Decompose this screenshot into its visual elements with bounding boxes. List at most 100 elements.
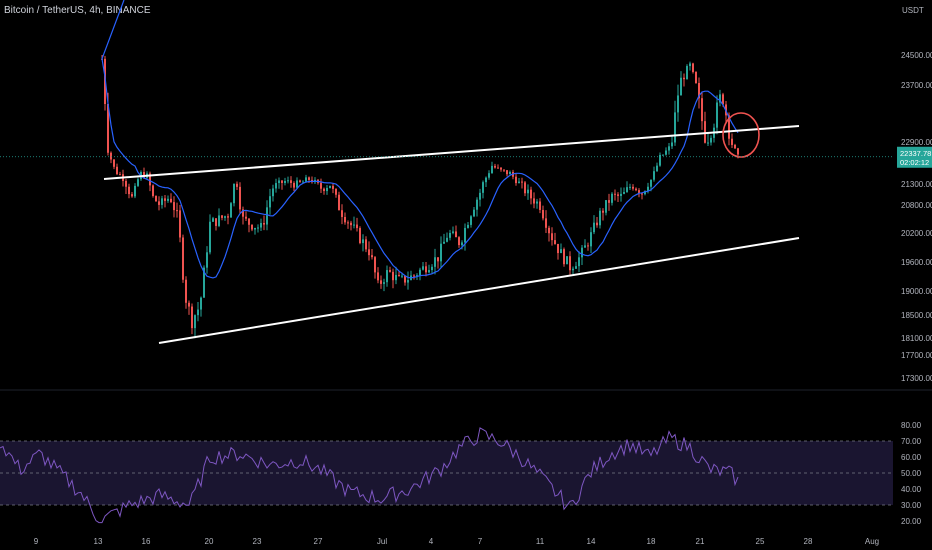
candle-body bbox=[563, 249, 565, 265]
price-label-value: 22337.78 bbox=[900, 149, 931, 158]
candle-body bbox=[647, 186, 649, 191]
candle-body bbox=[530, 189, 532, 199]
candle-body bbox=[359, 228, 361, 244]
candle-body bbox=[722, 94, 724, 105]
candle-body bbox=[227, 216, 229, 218]
candle-body bbox=[464, 227, 466, 243]
candle-body bbox=[224, 216, 226, 218]
candle-body bbox=[182, 237, 184, 280]
price-tick-label: 19000.00 bbox=[901, 287, 932, 296]
candle-body bbox=[167, 198, 169, 201]
candle-body bbox=[692, 63, 694, 73]
candle-body bbox=[233, 183, 235, 204]
x-tick-label: 28 bbox=[804, 537, 813, 546]
candle-body bbox=[596, 222, 598, 226]
candle-body bbox=[569, 256, 571, 271]
candle-body bbox=[362, 239, 364, 244]
candle-body bbox=[200, 297, 202, 310]
candle-body bbox=[173, 202, 175, 211]
candle-body bbox=[527, 189, 529, 194]
candle-body bbox=[698, 83, 700, 99]
candle-body bbox=[452, 231, 454, 233]
candle-body bbox=[347, 222, 349, 224]
candle-body bbox=[350, 222, 352, 226]
rsi-tick-label: 40.00 bbox=[901, 485, 922, 494]
candle-body bbox=[551, 233, 553, 241]
x-tick-label: 7 bbox=[478, 537, 483, 546]
candle-body bbox=[419, 269, 421, 276]
candle-body bbox=[644, 190, 646, 195]
candle-body bbox=[380, 280, 382, 284]
candle-body bbox=[701, 98, 703, 122]
candle-body bbox=[107, 103, 109, 153]
candle-body bbox=[179, 210, 181, 238]
candle-body bbox=[260, 223, 262, 228]
candle-body bbox=[404, 275, 406, 283]
upper-trendline bbox=[103, 125, 800, 180]
candle-body bbox=[626, 187, 628, 193]
candle-body bbox=[203, 267, 205, 298]
candle-body bbox=[506, 170, 508, 175]
candle-body bbox=[578, 257, 580, 267]
candle-body bbox=[230, 203, 232, 218]
candle-body bbox=[473, 209, 475, 217]
candle-body bbox=[407, 280, 409, 283]
candle-body bbox=[212, 218, 214, 222]
candle-body bbox=[221, 215, 223, 218]
candle-body bbox=[710, 137, 712, 143]
candle-body bbox=[329, 185, 331, 188]
x-tick-label: 11 bbox=[536, 537, 545, 546]
candle-body bbox=[278, 180, 280, 184]
candle-body bbox=[446, 237, 448, 242]
candle-body bbox=[299, 180, 301, 182]
candle-body bbox=[536, 201, 538, 204]
candle-body bbox=[437, 257, 439, 262]
candle-body bbox=[440, 243, 442, 262]
candle-body bbox=[497, 167, 499, 169]
candle-body bbox=[254, 227, 256, 230]
candle-body bbox=[629, 186, 631, 188]
candle-body bbox=[272, 188, 274, 197]
candle-body bbox=[455, 231, 457, 238]
rsi-line bbox=[0, 427, 739, 524]
candle-body bbox=[116, 166, 118, 175]
x-tick-label: Aug bbox=[865, 537, 879, 546]
candle-body bbox=[434, 257, 436, 267]
candle-body bbox=[131, 194, 133, 197]
candle-body bbox=[509, 171, 511, 175]
candle-body bbox=[695, 72, 697, 84]
rsi-tick-label: 20.00 bbox=[901, 517, 922, 526]
candle-body bbox=[281, 180, 283, 183]
candle-body bbox=[176, 210, 178, 212]
candle-body bbox=[449, 232, 451, 238]
candle-body bbox=[467, 224, 469, 228]
candle-body bbox=[737, 148, 739, 155]
candle-body bbox=[659, 154, 661, 166]
candle-body bbox=[620, 193, 622, 196]
candle-body bbox=[113, 159, 115, 167]
candle-body bbox=[590, 232, 592, 247]
candle-body bbox=[518, 181, 520, 184]
rsi-tick-label: 60.00 bbox=[901, 453, 922, 462]
candle-body bbox=[287, 180, 289, 182]
candle-body bbox=[572, 268, 574, 271]
candle-body bbox=[152, 185, 154, 196]
candle-body bbox=[383, 282, 385, 284]
x-tick-label: 27 bbox=[314, 537, 323, 546]
candle-body bbox=[521, 181, 523, 183]
candle-body bbox=[326, 187, 328, 192]
candle-body bbox=[533, 198, 535, 204]
candle-body bbox=[143, 172, 145, 178]
candle-body bbox=[425, 266, 427, 273]
x-tick-label: 23 bbox=[253, 537, 262, 546]
candle-body bbox=[248, 218, 250, 225]
candle-body bbox=[161, 198, 163, 205]
candle-body bbox=[581, 247, 583, 258]
candle-body bbox=[608, 200, 610, 203]
candle-body bbox=[275, 183, 277, 189]
candle-body bbox=[158, 201, 160, 205]
price-tick-label: 22900.00 bbox=[901, 138, 932, 147]
candle-body bbox=[461, 242, 463, 246]
candle-body bbox=[365, 239, 367, 250]
